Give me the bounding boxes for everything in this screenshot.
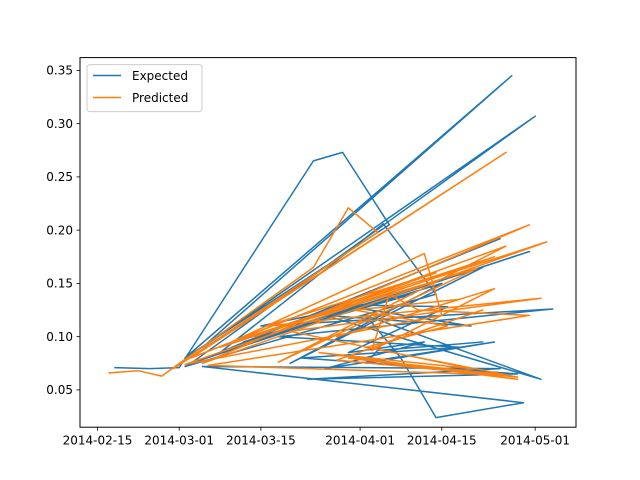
- x-tick-label: 2014-04-15: [407, 434, 477, 448]
- y-tick-label: 0.35: [46, 64, 73, 78]
- y-tick-label: 0.25: [46, 170, 73, 184]
- x-axis: 2014-02-15 2014-03-01 2014-03-15 2014-04-01…: [63, 427, 570, 448]
- x-tick-label: 2014-05-01: [500, 434, 570, 448]
- legend-label-expected: Expected: [132, 69, 188, 83]
- legend-box: [86, 64, 203, 113]
- legend-label-predicted: Predicted: [132, 91, 188, 105]
- x-tick-label: 2014-03-15: [226, 434, 296, 448]
- series-line-predicted: [108, 151, 548, 381]
- x-tick-label: 2014-02-15: [63, 434, 133, 448]
- y-tick-label: 0.15: [46, 277, 73, 291]
- y-tick-label: 0.20: [46, 223, 73, 237]
- series-line-expected: [114, 74, 554, 419]
- plot-lines: [108, 74, 554, 419]
- y-axis: 0.05 0.10 0.15 0.20 0.25 0.30 0.35: [46, 64, 80, 397]
- legend: Expected Predicted: [86, 64, 203, 113]
- plot-frame: [79, 57, 577, 428]
- y-tick-label: 0.30: [46, 117, 73, 131]
- x-tick-label: 2014-04-01: [325, 434, 395, 448]
- y-tick-label: 0.10: [46, 330, 73, 344]
- x-tick-label: 2014-03-01: [144, 434, 214, 448]
- y-tick-label: 0.05: [46, 383, 73, 397]
